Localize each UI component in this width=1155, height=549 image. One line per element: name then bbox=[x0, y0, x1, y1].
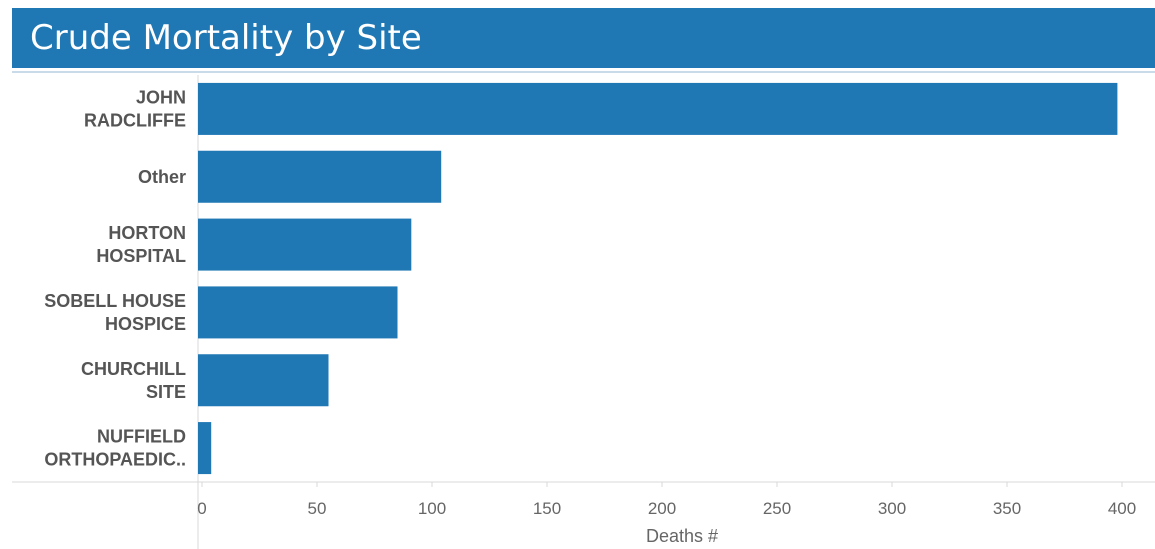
x-tick-label: 250 bbox=[763, 499, 791, 518]
chart-title-bar: Crude Mortality by Site bbox=[12, 8, 1155, 68]
bar bbox=[198, 422, 212, 475]
category-label: JOHN bbox=[136, 87, 186, 107]
x-tick-label: 400 bbox=[1108, 499, 1136, 518]
title-divider bbox=[12, 71, 1155, 73]
chart-title: Crude Mortality by Site bbox=[30, 18, 422, 58]
bar bbox=[198, 286, 398, 339]
category-label: SOBELL HOUSE bbox=[44, 291, 186, 311]
category-label: HOSPITAL bbox=[96, 246, 186, 266]
category-label: ORTHOPAEDIC.. bbox=[44, 450, 186, 470]
category-label: NUFFIELD bbox=[97, 427, 186, 447]
x-tick-label: 50 bbox=[308, 499, 327, 518]
bar bbox=[198, 82, 1118, 135]
x-tick-label: 0 bbox=[197, 499, 206, 518]
category-label: HOSPICE bbox=[105, 314, 186, 334]
x-axis-title: Deaths # bbox=[646, 526, 718, 546]
x-tick-label: 300 bbox=[878, 499, 906, 518]
x-tick-label: 350 bbox=[993, 499, 1021, 518]
bar bbox=[198, 150, 442, 203]
bar bbox=[198, 218, 412, 271]
category-label: Other bbox=[138, 167, 186, 187]
category-label: RADCLIFFE bbox=[84, 110, 186, 130]
category-label: SITE bbox=[146, 382, 186, 402]
category-label: CHURCHILL bbox=[81, 359, 186, 379]
bar bbox=[198, 354, 329, 407]
x-tick-label: 150 bbox=[533, 499, 561, 518]
category-label: HORTON bbox=[108, 223, 186, 243]
x-tick-label: 100 bbox=[418, 499, 446, 518]
x-tick-label: 200 bbox=[648, 499, 676, 518]
